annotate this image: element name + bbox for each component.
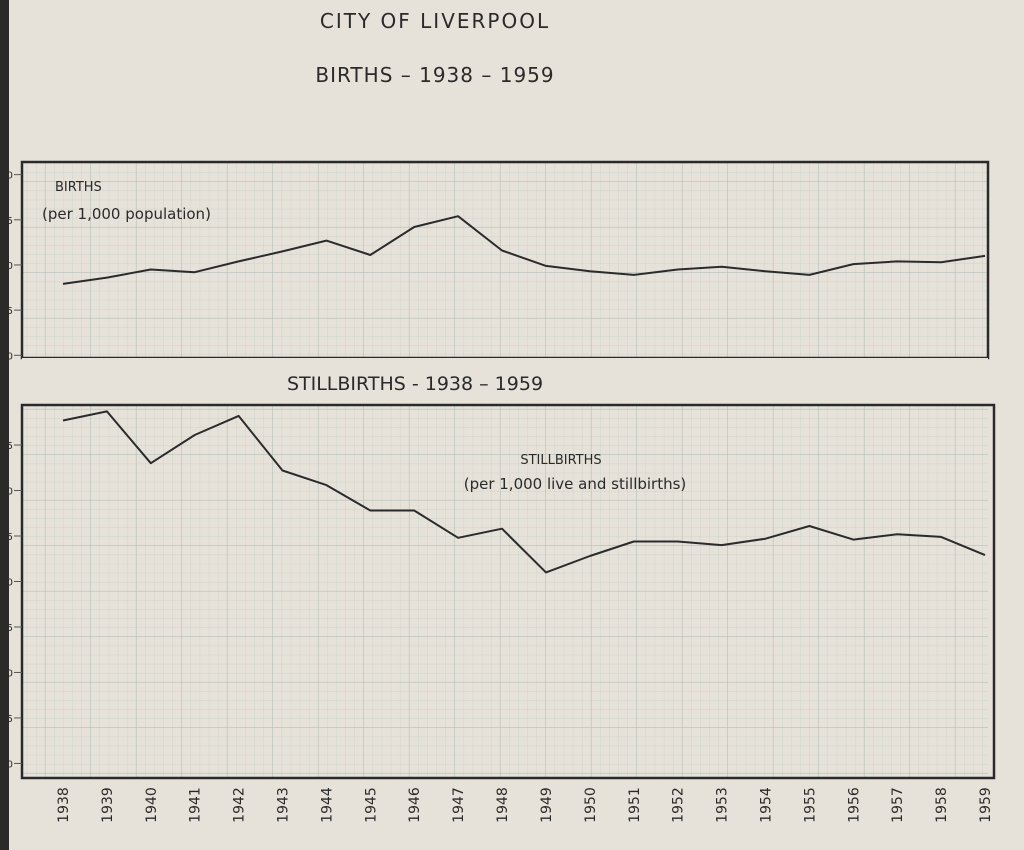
x-tick-label: 1950 (583, 787, 599, 823)
x-tick-label: 1955 (802, 787, 818, 823)
x-tick-label: 1948 (495, 787, 511, 823)
x-tick-label: 1939 (100, 787, 116, 823)
x-tick-label: 1951 (627, 787, 643, 823)
y-tick-label: 30 (0, 487, 13, 498)
chart-title: STILLBIRTHS - 1938 – 1959 (287, 373, 543, 395)
x-tick-label: 1942 (232, 787, 248, 823)
y-tick-label: 30 (0, 171, 13, 182)
x-tick-label: 1953 (715, 787, 731, 823)
panel-gap (22, 358, 988, 405)
x-tick-label: 1947 (451, 787, 467, 823)
x-tick-label: 1952 (671, 787, 687, 823)
x-tick-label: 1943 (276, 787, 292, 823)
y-tick-label: 10 (0, 668, 13, 679)
x-tick-label: 1945 (363, 787, 379, 823)
y-tick-label: 20 (0, 261, 13, 272)
x-tick-label: 1958 (934, 787, 950, 823)
y-tick-label: 15 (0, 623, 13, 634)
annotation: (per 1,000 population) (42, 205, 211, 223)
y-tick-label: 10 (0, 351, 13, 362)
series-label: BIRTHS (55, 180, 102, 195)
y-tick-label: 25 (0, 532, 13, 543)
x-tick-label: 1946 (407, 787, 423, 823)
x-tick-label: 1938 (56, 787, 72, 823)
binding-edge (0, 0, 9, 850)
x-tick-label: 1940 (144, 787, 160, 823)
y-tick-label: 20 (0, 577, 13, 588)
series-line (62, 215, 986, 285)
x-tick-label: 1959 (978, 787, 994, 823)
y-tick-label: 0 (7, 759, 13, 770)
x-tick-label: 1957 (890, 787, 906, 823)
y-tick-label: 5 (7, 714, 13, 725)
panel-frame (20, 403, 996, 780)
x-tick-label: 1949 (539, 787, 555, 823)
series-label: STILLBIRTHS (520, 453, 601, 468)
chart-title: BIRTHS – 1938 – 1959 (315, 63, 554, 87)
x-tick-label: 1941 (188, 787, 204, 823)
y-tick-label: 35 (0, 441, 13, 452)
annotation: (per 1,000 live and stillbirths) (464, 475, 687, 493)
x-tick-label: 1956 (846, 787, 862, 823)
page-title: CITY OF LIVERPOOL (320, 9, 550, 33)
x-tick-label: 1944 (319, 787, 335, 823)
x-tick-label: 1954 (758, 787, 774, 823)
y-tick-label: 25 (0, 216, 13, 227)
graph-paper (22, 162, 988, 778)
y-tick-label: 15 (0, 306, 13, 317)
series-line (62, 410, 986, 574)
